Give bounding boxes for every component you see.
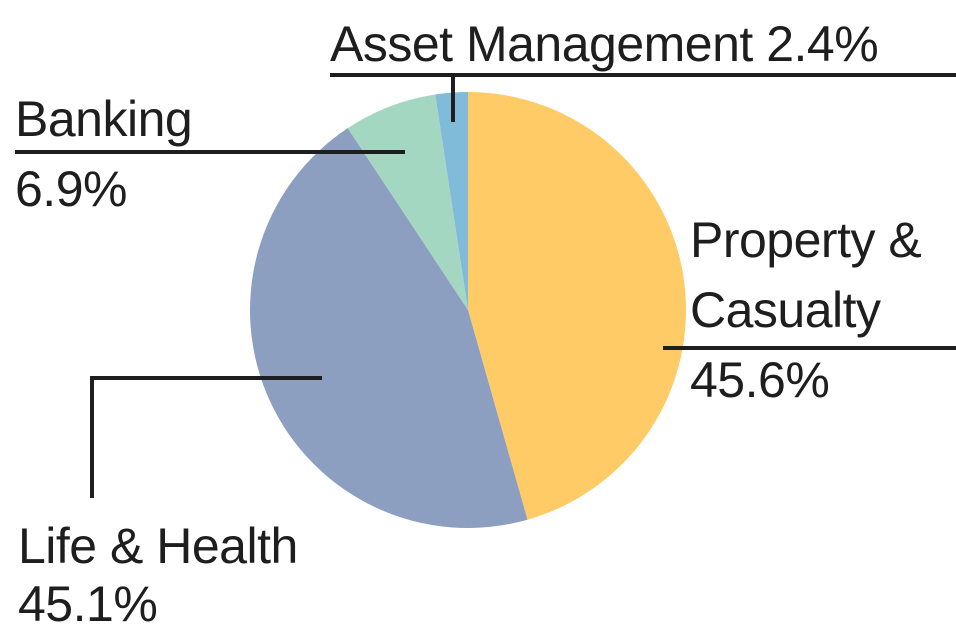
slice-label: Life & Health 45.1% [18, 517, 298, 633]
category-label: Life & Health [18, 518, 298, 574]
value-label: 45.6% [690, 352, 830, 408]
pie-slice [468, 92, 687, 520]
category-label: Property & Casualty [690, 212, 922, 338]
slice-label: Banking 6.9% [15, 84, 193, 224]
value-label: 6.9% [15, 161, 127, 217]
pie-slice [435, 92, 468, 310]
pie-slice [347, 94, 468, 310]
leader-line [90, 376, 322, 498]
slice-label: Asset Management 2.4% [330, 9, 879, 79]
slice-label: Property & Casualty 45.6% [690, 205, 952, 415]
value-label: 2.4% [766, 16, 879, 72]
pie-slice [249, 128, 528, 528]
pie [249, 92, 687, 528]
category-label: Asset Management [330, 16, 753, 72]
value-label: 45.1% [18, 576, 158, 632]
category-label: Banking [15, 91, 193, 147]
